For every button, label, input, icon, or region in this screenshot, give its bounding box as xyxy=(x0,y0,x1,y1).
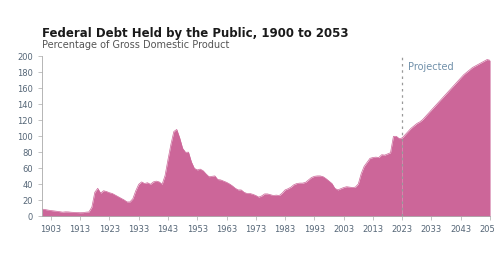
Text: Projected: Projected xyxy=(408,62,454,72)
Text: Federal Debt Held by the Public, 1900 to 2053: Federal Debt Held by the Public, 1900 to… xyxy=(42,27,348,40)
Text: Percentage of Gross Domestic Product: Percentage of Gross Domestic Product xyxy=(42,40,230,50)
